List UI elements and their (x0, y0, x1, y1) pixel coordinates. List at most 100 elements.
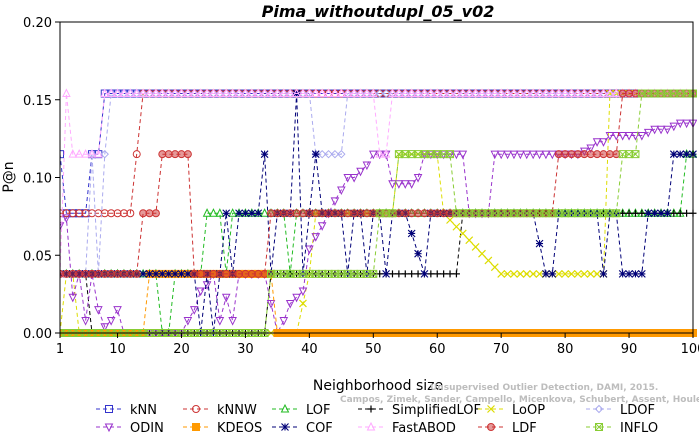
data-point-simplifiedlof (414, 270, 422, 278)
data-point-fastabod (394, 88, 404, 98)
data-point-odin (650, 125, 659, 135)
data-point-fastabod (209, 88, 218, 98)
x-tick-label: 80 (557, 342, 574, 357)
legend-marker (595, 423, 603, 431)
data-point-fastabod (381, 149, 391, 158)
data-point-fastabod (62, 88, 71, 98)
data-point-cof (235, 209, 243, 218)
data-point-odin (599, 138, 608, 147)
data-point-cof (145, 270, 154, 278)
data-point-fastabod (400, 88, 410, 98)
legend-marker (487, 423, 495, 431)
data-point-simplifiedlof (452, 270, 460, 278)
legend-marker (105, 405, 113, 413)
data-point-loop (452, 222, 461, 231)
data-point-loop (554, 269, 563, 278)
axes: 1 10 20 30 40 50 60 70 80 90 100 0.00 0.05 0.10 0.15 0.… (23, 16, 699, 357)
data-point-fastabod (138, 88, 148, 98)
legend-entry-simplifiedlof: SimplifiedLOF (358, 403, 481, 418)
data-point-simplifiedlof (619, 209, 627, 217)
data-point-odin (196, 287, 205, 297)
data-point-fastabod (554, 88, 564, 98)
data-point-simplifiedlof (683, 209, 691, 217)
data-point-odin (298, 287, 308, 297)
watermark-line-1: Unsupervised Outlier Detection, DAMI, 20… (430, 383, 658, 393)
data-point-fastabod (605, 88, 615, 98)
data-point-loop (593, 269, 602, 278)
data-point-fastabod (599, 88, 608, 98)
data-point-fastabod (445, 88, 455, 98)
legend-marker (192, 423, 200, 431)
data-point-cof (139, 270, 148, 278)
data-point-fastabod (119, 88, 129, 98)
data-point-lof (209, 208, 218, 217)
data-point-fastabod (292, 88, 301, 98)
data-point-cof (631, 270, 640, 278)
data-point-odin (317, 222, 327, 231)
data-point-odin (522, 150, 532, 160)
data-point-odin (62, 214, 71, 224)
data-point-fastabod (202, 88, 212, 98)
data-point-fastabod (298, 88, 308, 98)
data-point-odin (407, 180, 416, 189)
data-point-fastabod (516, 88, 525, 98)
data-point-odin (516, 150, 525, 160)
legend-entry-kdeos: KDEOS (183, 421, 262, 434)
data-point-inflo (369, 269, 378, 278)
data-point-ldf (260, 269, 269, 278)
data-point-odin (343, 174, 353, 183)
legend-entry-lof: LOF (272, 403, 331, 418)
data-point-fastabod (126, 88, 135, 98)
data-point-odin (452, 150, 461, 160)
data-point-cof (158, 270, 167, 278)
data-point-ldf (183, 150, 192, 159)
data-point-simplifiedlof (446, 270, 454, 278)
x-tick-label: 90 (621, 342, 638, 357)
data-point-loop (458, 229, 467, 238)
data-point-loop (484, 256, 493, 265)
data-point-odin (624, 132, 634, 141)
data-point-fastabod (151, 88, 161, 98)
data-point-simplifiedlof (408, 270, 416, 278)
data-point-fastabod (132, 88, 142, 98)
data-point-fastabod (522, 88, 532, 98)
legend-marker (487, 405, 495, 413)
data-point-loop (586, 269, 595, 278)
data-point-fastabod (221, 88, 231, 98)
data-point-odin (215, 317, 225, 326)
data-point-loop (299, 299, 307, 308)
data-point-inflo (631, 150, 640, 159)
data-point-odin (656, 125, 666, 135)
data-point-odin (605, 132, 615, 141)
data-point-fastabod (484, 88, 493, 98)
data-point-fastabod (573, 88, 583, 98)
data-point-simplifiedlof (388, 270, 396, 278)
data-point-inflo (446, 150, 455, 159)
data-point-fastabod (592, 88, 602, 98)
legend-label: FastABOD (392, 421, 456, 434)
legend-marker (281, 423, 289, 431)
data-point-inflo (388, 209, 397, 218)
legend-entry-fastabod: FastABOD (358, 421, 456, 434)
y-tick-label: 0.05 (23, 249, 52, 264)
data-point-fastabod (343, 88, 353, 98)
legend-label: kNN (130, 403, 157, 418)
data-point-loop (490, 263, 499, 272)
data-point-fastabod (241, 88, 250, 98)
data-point-odin (106, 317, 116, 326)
data-point-odin (503, 150, 512, 160)
data-point-odin (60, 222, 65, 231)
data-point-loop (567, 269, 576, 278)
data-point-fastabod (528, 88, 538, 98)
data-point-fastabod (586, 88, 596, 98)
data-point-fastabod (567, 88, 576, 98)
data-point-fastabod (106, 88, 116, 98)
data-point-fastabod (145, 88, 154, 98)
legend-entry-loop: LoOP (478, 403, 545, 418)
data-point-ldof (337, 149, 346, 159)
data-point-fastabod (471, 88, 480, 98)
data-point-fastabod (228, 88, 237, 98)
data-point-knnw (132, 150, 141, 159)
data-point-fastabod (266, 88, 276, 98)
data-point-fastabod (100, 88, 110, 98)
